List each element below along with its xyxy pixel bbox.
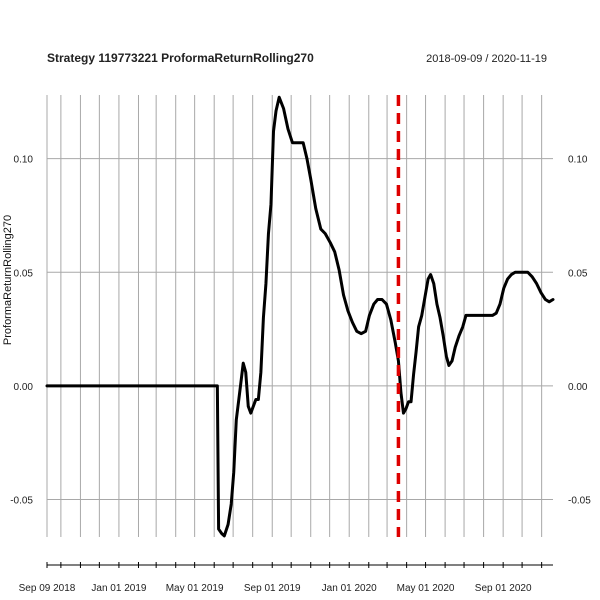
y-tick-label: -0.05 — [10, 496, 33, 507]
x-tick-label: Sep 01 2019 — [244, 583, 301, 594]
y-axis-label: ProformaReturnRolling270 — [2, 215, 14, 345]
x-axis — [46, 562, 553, 568]
x-tick-label: Sep 09 2018 — [19, 583, 76, 594]
x-tick-label: Sep 01 2020 — [475, 583, 532, 594]
y-tick-label: 0.00 — [14, 382, 34, 393]
series-layer — [45, 95, 555, 538]
x-tick-label: May 01 2019 — [166, 583, 224, 594]
chart-title: Strategy 119773221 ProformaReturnRolling… — [47, 51, 314, 65]
horizontal-gridlines — [47, 158, 553, 501]
x-tick-labels: Sep 09 2018 Jan 01 2019 May 01 2019 Sep 01 … — [19, 583, 532, 594]
y-tick-label: 0.05 — [568, 268, 588, 279]
x-tick-label: Jan 01 2020 — [322, 583, 377, 594]
date-range: 2018-09-09 / 2020-11-19 — [426, 53, 547, 65]
y-tick-labels-left: -0.05 0.00 0.05 0.10 — [10, 155, 33, 507]
x-tick-label: Jan 01 2019 — [91, 583, 146, 594]
y-tick-label: 0.00 — [568, 382, 588, 393]
y-tick-label: -0.05 — [568, 496, 591, 507]
series-line — [45, 95, 555, 538]
y-tick-label: 0.05 — [14, 268, 34, 279]
x-tick-label: May 01 2020 — [397, 583, 455, 594]
y-tick-label: 0.10 — [14, 155, 34, 166]
y-tick-label: 0.10 — [568, 155, 588, 166]
y-tick-labels-right: -0.05 0.00 0.05 0.10 — [568, 155, 591, 507]
